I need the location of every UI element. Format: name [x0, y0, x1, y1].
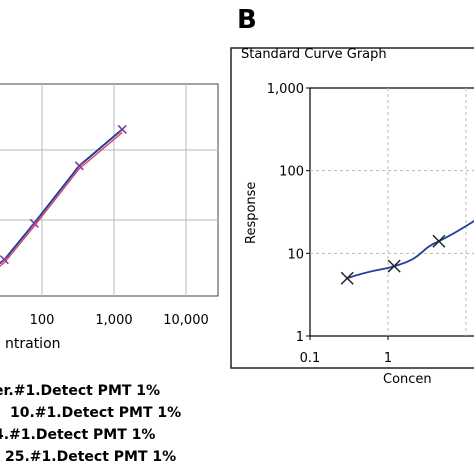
panel-b-data-point — [340, 271, 354, 285]
panel-a-x-tick-label: 100 — [30, 313, 55, 328]
panel-a-series — [0, 124, 127, 267]
panel-a-x-ticks: 100 1,000 10,000 — [30, 313, 209, 328]
panel-a-x-axis-label: ntration — [5, 336, 61, 352]
panel-b-grid — [310, 88, 474, 336]
panel-b-x-tick-label: 1 — [384, 351, 392, 366]
panel-a-legend-entry: 10.#1.Detect PMT 1% — [10, 405, 181, 421]
panel-a-x-tick-label: 10,000 — [163, 313, 209, 328]
panel-a-legend: er.#1.Detect PMT 1% 10.#1.Detect PMT 1% 4.… — [0, 383, 181, 465]
panel-b-title: Standard Curve Graph — [241, 47, 387, 62]
panel-b-label: B — [237, 5, 257, 35]
panel-a-data-point — [74, 161, 84, 171]
panel-a-plot-area — [0, 83, 219, 297]
panel-b-y-tick-label: 1 — [296, 330, 304, 345]
panel-b-y-tick-label: 1,000 — [267, 82, 304, 97]
panel-a-grid — [0, 84, 218, 296]
panel-a-legend-entry: er.#1.Detect PMT 1% — [0, 383, 160, 399]
panel-a-legend-entry: 25.#1.Detect PMT 1% — [5, 449, 176, 465]
panel-a-data-point — [29, 218, 39, 228]
panel-b-x-tick-label: 0.1 — [300, 351, 321, 366]
panel-a-series-line — [0, 132, 123, 267]
panel-a-data-point — [0, 255, 9, 265]
panel-a-chart: 100 1,000 10,000 ntration — [0, 83, 219, 352]
panel-b-data-point — [432, 234, 446, 248]
panel-a-legend-entry: 4.#1.Detect PMT 1% — [0, 427, 155, 443]
panel-b-y-axis-label: Response — [244, 182, 259, 244]
panel-b-series-line — [346, 219, 474, 280]
panel-b-x-ticks: 0.1 1 — [300, 336, 392, 366]
panel-b-y-tick-label: 100 — [279, 165, 304, 180]
panel-a-data-point — [117, 124, 127, 134]
panel-a-x-tick-label: 1,000 — [95, 313, 132, 328]
panel-b-data-point — [387, 259, 401, 273]
panel-b-border — [230, 47, 474, 369]
panel-b-x-axis-label: Concen — [383, 372, 432, 387]
panel-b-y-ticks: 1 10 100 1,000 — [267, 82, 310, 345]
panel-b-series — [340, 219, 474, 285]
panel-b-plot-area — [309, 87, 474, 337]
panel-b-y-tick-label: 10 — [287, 247, 304, 262]
